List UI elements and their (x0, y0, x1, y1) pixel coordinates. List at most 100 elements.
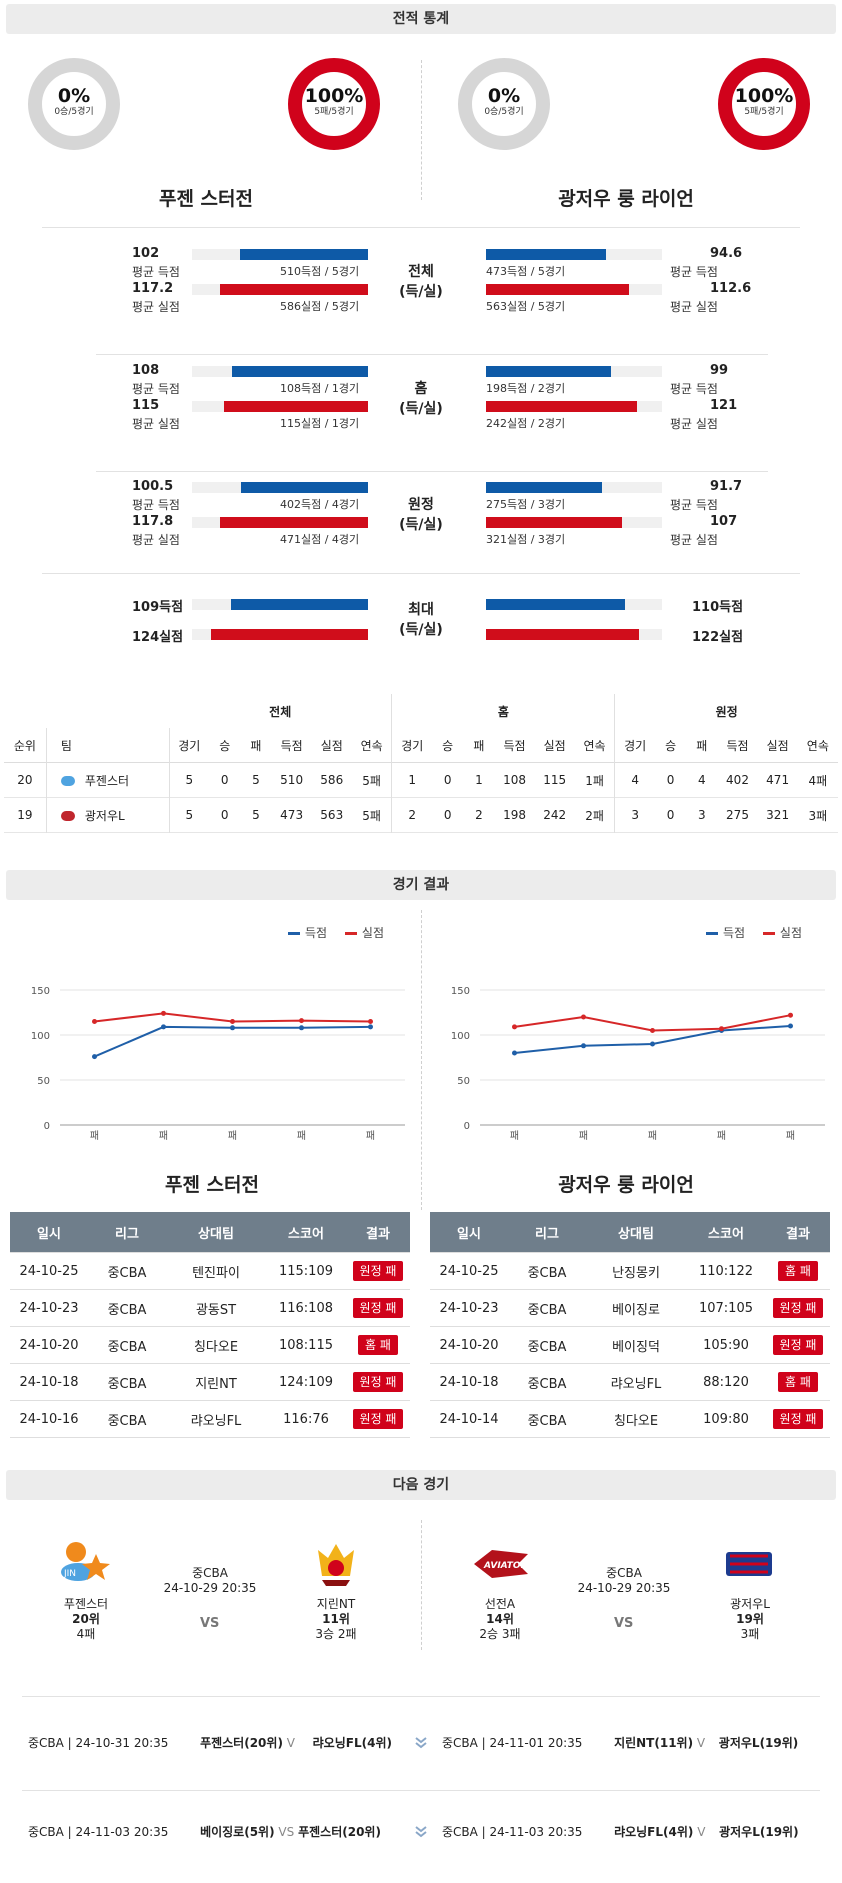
avg-lost-label: 평균 실점 (132, 417, 180, 431)
max-score-bar (231, 599, 368, 610)
schedule-info: 중CBA | 24-11-01 20:35 (442, 1736, 583, 1750)
schedule-vs: V (697, 1825, 706, 1839)
results-cell: 텐진파이 (166, 1252, 266, 1290)
max-lost-left: 124실점 (132, 630, 184, 645)
avg-score-value: 99 (710, 363, 729, 378)
data-point (581, 1014, 586, 1020)
team-cell[interactable]: 푸젠스터 (46, 762, 170, 798)
lost-caption: 115실점 / 1경기 (280, 417, 360, 430)
result-cell: 원정 패 (346, 1252, 410, 1290)
results-cell: 24-10-25 (10, 1252, 88, 1290)
stat-cell: 1 (408, 773, 417, 787)
x-tick-label: 패 (297, 1130, 306, 1142)
category-sub: (득/실) (399, 622, 443, 638)
team-record: 3패 (740, 1627, 760, 1641)
result-cell: 홈 패 (766, 1252, 830, 1290)
score-caption: 198득점 / 2경기 (486, 382, 566, 395)
category-label: 홈 (414, 381, 428, 397)
avg-lost-value: 117.2 (132, 281, 174, 296)
svg-text:JIN: JIN (63, 1569, 76, 1579)
legend-score: 득점 (723, 926, 746, 940)
group-header: 홈 (391, 694, 616, 728)
lost-bar (220, 284, 368, 295)
results-chart-right: 0 50 100 150 패 패 패 패 패 (451, 986, 825, 1142)
team-cell[interactable]: 광저우L (46, 797, 170, 833)
score-bar (240, 249, 368, 260)
stat-cell: 242 (543, 808, 567, 822)
team-logo-icon (60, 776, 75, 786)
results-cell: 중CBA (88, 1326, 166, 1364)
score-bar (486, 366, 611, 377)
data-point (719, 1026, 724, 1032)
results-cell: 베이징덕 (586, 1326, 686, 1364)
results-cell: 24-10-23 (10, 1289, 88, 1327)
result-badge: 원정 패 (772, 1335, 824, 1355)
results-cell: 중CBA (508, 1252, 586, 1290)
league: 중CBA (192, 1566, 228, 1580)
col-header: 득점 (726, 738, 749, 753)
win-pct: 0% (57, 85, 91, 107)
results-cell: 지린NT (166, 1363, 266, 1401)
results-cell: 24-10-16 (10, 1400, 88, 1438)
max-lost-bar (211, 629, 368, 640)
col-header: 순위 (4, 728, 47, 763)
schedule-item[interactable]: 중CBA | 24-10-31 20:35 푸젠스터(20위) V 랴오닝FL(… (28, 1734, 392, 1751)
team-record: 3승 2패 (315, 1627, 357, 1641)
avg-lost-label: 평균 실점 (132, 533, 180, 547)
schedule-away: 랴오닝FL(4위) (312, 1736, 392, 1750)
avg-score-value: 91.7 (710, 479, 743, 494)
center-divider (421, 1520, 422, 1650)
table-row: 24-10-20 중CBA 베이징덕 105:90 원정 패 (430, 1326, 830, 1364)
league: 중CBA (606, 1566, 642, 1580)
result-cell: 홈 패 (766, 1363, 830, 1401)
schedule-item[interactable]: 중CBA | 24-11-01 20:35 지린NT(11위) V 광저우L(1… (442, 1734, 798, 1751)
score-caption: 108득점 / 1경기 (280, 382, 360, 395)
results-cell: 중CBA (88, 1252, 166, 1290)
stat-cell: 2 (475, 808, 483, 822)
avg-lost-value: 115 (132, 398, 160, 413)
col-header: 패 (250, 738, 262, 753)
stat-cell: 0 (443, 808, 452, 822)
avg-lost-value: 112.6 (710, 281, 752, 296)
loss-sub: 5패/5경기 (314, 107, 354, 117)
results-cell: 24-10-20 (430, 1326, 508, 1364)
category-label: 원정 (408, 497, 434, 513)
team-name: 푸젠스터 (63, 1597, 109, 1611)
max-score-left: 109득점 (132, 600, 184, 615)
schedule-info: 중CBA | 24-10-31 20:35 (28, 1736, 169, 1750)
guangzhou-logo-icon (726, 1552, 772, 1576)
win-pct: 0% (487, 85, 521, 107)
stat-cell: 0 (220, 808, 229, 822)
schedule-item[interactable]: 중CBA | 24-11-03 20:35 베이징로(5위) VS 푸젠스터(2… (28, 1823, 381, 1840)
result-badge: 원정 패 (352, 1261, 404, 1281)
result-badge: 홈 패 (358, 1335, 398, 1355)
fujian-logo-icon: JIN (61, 1542, 110, 1581)
results-header: 결과 (766, 1212, 830, 1253)
stat-cell: 198 (503, 808, 527, 822)
results-cell: 105:90 (686, 1326, 766, 1364)
next-game-info-right: 중CBA 24-10-29 20:35 (564, 1566, 684, 1596)
results-cell: 24-10-18 (430, 1363, 508, 1401)
stat-cell: 5패 (351, 762, 393, 798)
avg-score-value: 102 (132, 246, 160, 261)
team-rank: 11위 (322, 1612, 350, 1626)
col-header: 연속 (806, 738, 829, 753)
result-badge: 원정 패 (352, 1372, 404, 1392)
stat-cell: 3 (698, 808, 706, 822)
avg-score-value: 100.5 (132, 479, 174, 494)
results-cell: 24-10-25 (430, 1252, 508, 1290)
result-cell: 원정 패 (766, 1326, 830, 1364)
schedule-item[interactable]: 중CBA | 24-11-03 20:35 랴오닝FL(4위) V 광저우L(1… (442, 1823, 799, 1840)
results-cell: 중CBA (88, 1363, 166, 1401)
legend-score: 득점 (305, 926, 328, 940)
data-point (230, 1025, 235, 1031)
x-tick-label: 패 (159, 1130, 168, 1142)
schedule-vs: VS (278, 1825, 295, 1839)
win-sub: 0승/5경기 (54, 107, 94, 117)
next-game-info-left: 중CBA 24-10-29 20:35 (150, 1566, 270, 1596)
schedule-home: 지린NT(11위) (614, 1736, 694, 1750)
x-tick-label: 패 (786, 1130, 795, 1142)
next-home-left: 푸젠스터 20위 4패 (36, 1597, 136, 1642)
stat-cell: 4패 (808, 773, 828, 788)
col-header: 승 (665, 738, 677, 753)
